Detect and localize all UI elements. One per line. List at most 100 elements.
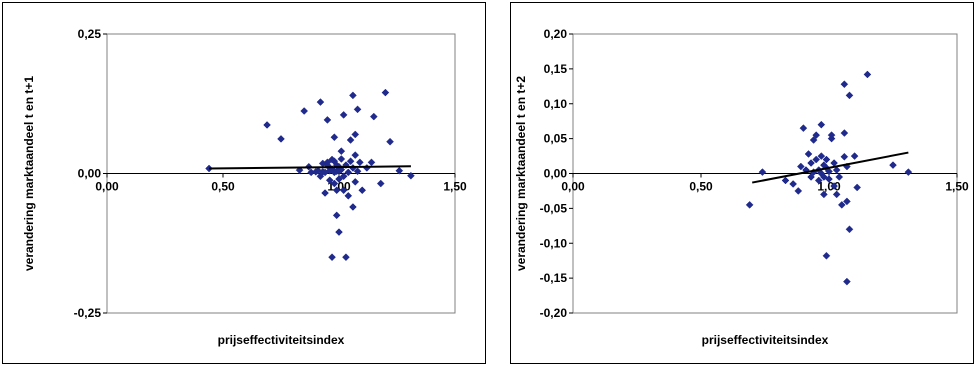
y-axis-title: verandering marktaandeel t en t+1 bbox=[22, 76, 36, 271]
data-point bbox=[335, 175, 343, 183]
data-point bbox=[339, 186, 348, 195]
data-point bbox=[889, 161, 897, 169]
data-point bbox=[339, 111, 348, 119]
data-point bbox=[358, 186, 367, 195]
data-point bbox=[353, 167, 362, 176]
data-point bbox=[812, 155, 821, 164]
data-point bbox=[367, 158, 376, 167]
data-point bbox=[817, 152, 826, 160]
data-point bbox=[745, 201, 754, 209]
data-point bbox=[344, 191, 353, 200]
data-point bbox=[825, 175, 833, 183]
data-point bbox=[376, 179, 385, 188]
y-axis-title: verandering marktaandeel t en t+2 bbox=[514, 76, 528, 271]
data-point bbox=[351, 151, 360, 159]
data-point bbox=[799, 124, 808, 133]
chart-panel-right: 0,20 0,15 0,10 0,05 0,00 -0,05 -0,10 -0,15 -0,20… bbox=[510, 2, 974, 364]
data-point bbox=[346, 136, 355, 144]
y-tick-label: 0,20 bbox=[544, 27, 568, 41]
data-point bbox=[820, 190, 828, 199]
data-point bbox=[781, 176, 790, 185]
data-point bbox=[807, 173, 815, 181]
data-point bbox=[335, 228, 343, 236]
data-point bbox=[758, 168, 767, 176]
y-tick-label: -0,15 bbox=[540, 271, 568, 285]
data-point bbox=[332, 211, 341, 220]
y-tick-label: 0,10 bbox=[544, 97, 568, 111]
data-point bbox=[853, 183, 862, 192]
data-point bbox=[323, 158, 332, 167]
data-point bbox=[796, 162, 805, 171]
data-point bbox=[386, 137, 394, 146]
x-tick-label: 0,00 bbox=[561, 180, 585, 194]
x-tick-label: 1,50 bbox=[443, 180, 467, 194]
data-point bbox=[349, 203, 357, 211]
data-point bbox=[337, 147, 346, 156]
x-tick-label: 0,50 bbox=[211, 180, 235, 194]
data-point bbox=[832, 166, 841, 174]
y-tick-label: 0,00 bbox=[544, 167, 568, 181]
data-point bbox=[840, 80, 849, 89]
data-point bbox=[381, 88, 390, 97]
data-point bbox=[822, 155, 831, 164]
data-point bbox=[277, 135, 285, 143]
x-tick-label: 1,00 bbox=[817, 180, 841, 194]
y-tick-label: -0,20 bbox=[540, 306, 568, 320]
data-point bbox=[339, 172, 348, 181]
data-point bbox=[789, 180, 798, 188]
data-point bbox=[362, 164, 371, 172]
data-point bbox=[349, 91, 357, 100]
data-point bbox=[353, 105, 362, 114]
y-tick-label: -0,25 bbox=[74, 306, 102, 320]
data-point bbox=[814, 176, 823, 185]
data-point bbox=[407, 171, 415, 180]
data-point bbox=[804, 150, 813, 158]
data-point bbox=[342, 253, 350, 262]
y-tick-label: 0,05 bbox=[544, 132, 568, 146]
scatter-chart-right: 0,20 0,15 0,10 0,05 0,00 -0,05 -0,10 -0,15 -0,20… bbox=[514, 27, 969, 347]
data-point bbox=[346, 157, 355, 166]
data-point bbox=[822, 251, 831, 260]
data-point bbox=[835, 173, 844, 181]
trendline bbox=[752, 151, 909, 184]
data-point bbox=[337, 155, 346, 163]
data-point bbox=[832, 190, 841, 199]
data-point bbox=[351, 178, 360, 186]
y-tick-label: 0,00 bbox=[78, 167, 102, 181]
data-point bbox=[328, 253, 336, 262]
data-point bbox=[904, 168, 913, 176]
data-point bbox=[843, 197, 851, 206]
data-point bbox=[817, 120, 826, 129]
data-point bbox=[321, 189, 329, 197]
x-axis-title: prijseffectiviteitsindex bbox=[702, 333, 829, 347]
data-point bbox=[300, 107, 309, 115]
data-point bbox=[863, 70, 872, 79]
data-point bbox=[807, 159, 815, 167]
data-point bbox=[843, 277, 851, 286]
data-point bbox=[344, 168, 353, 177]
trendline bbox=[209, 165, 411, 170]
data-point bbox=[263, 121, 271, 129]
data-point bbox=[356, 158, 364, 167]
x-tick-label: 0,50 bbox=[689, 180, 713, 194]
data-point bbox=[794, 187, 803, 195]
data-point bbox=[840, 152, 849, 161]
data-point bbox=[323, 116, 332, 124]
y-tick-label: -0,05 bbox=[540, 201, 568, 215]
data-point bbox=[812, 131, 821, 139]
data-point bbox=[395, 166, 404, 175]
data-point bbox=[827, 134, 836, 143]
data-point bbox=[840, 129, 849, 137]
data-point bbox=[330, 179, 339, 188]
y-tick-label: 0,15 bbox=[544, 62, 568, 76]
data-point bbox=[830, 182, 838, 190]
data-point bbox=[325, 176, 334, 185]
y-tick-label: -0,10 bbox=[540, 236, 568, 250]
data-point bbox=[825, 167, 833, 176]
chart-panel-left: 0,25 0,00 -0,25 0,00 0,50 1,00 1,50 prijseffect… bbox=[2, 2, 486, 364]
x-tick-label: 0,00 bbox=[95, 180, 119, 194]
data-point bbox=[330, 133, 339, 142]
data-point bbox=[369, 112, 378, 121]
y-tick-label: 0,25 bbox=[78, 27, 102, 41]
data-point bbox=[809, 136, 818, 144]
